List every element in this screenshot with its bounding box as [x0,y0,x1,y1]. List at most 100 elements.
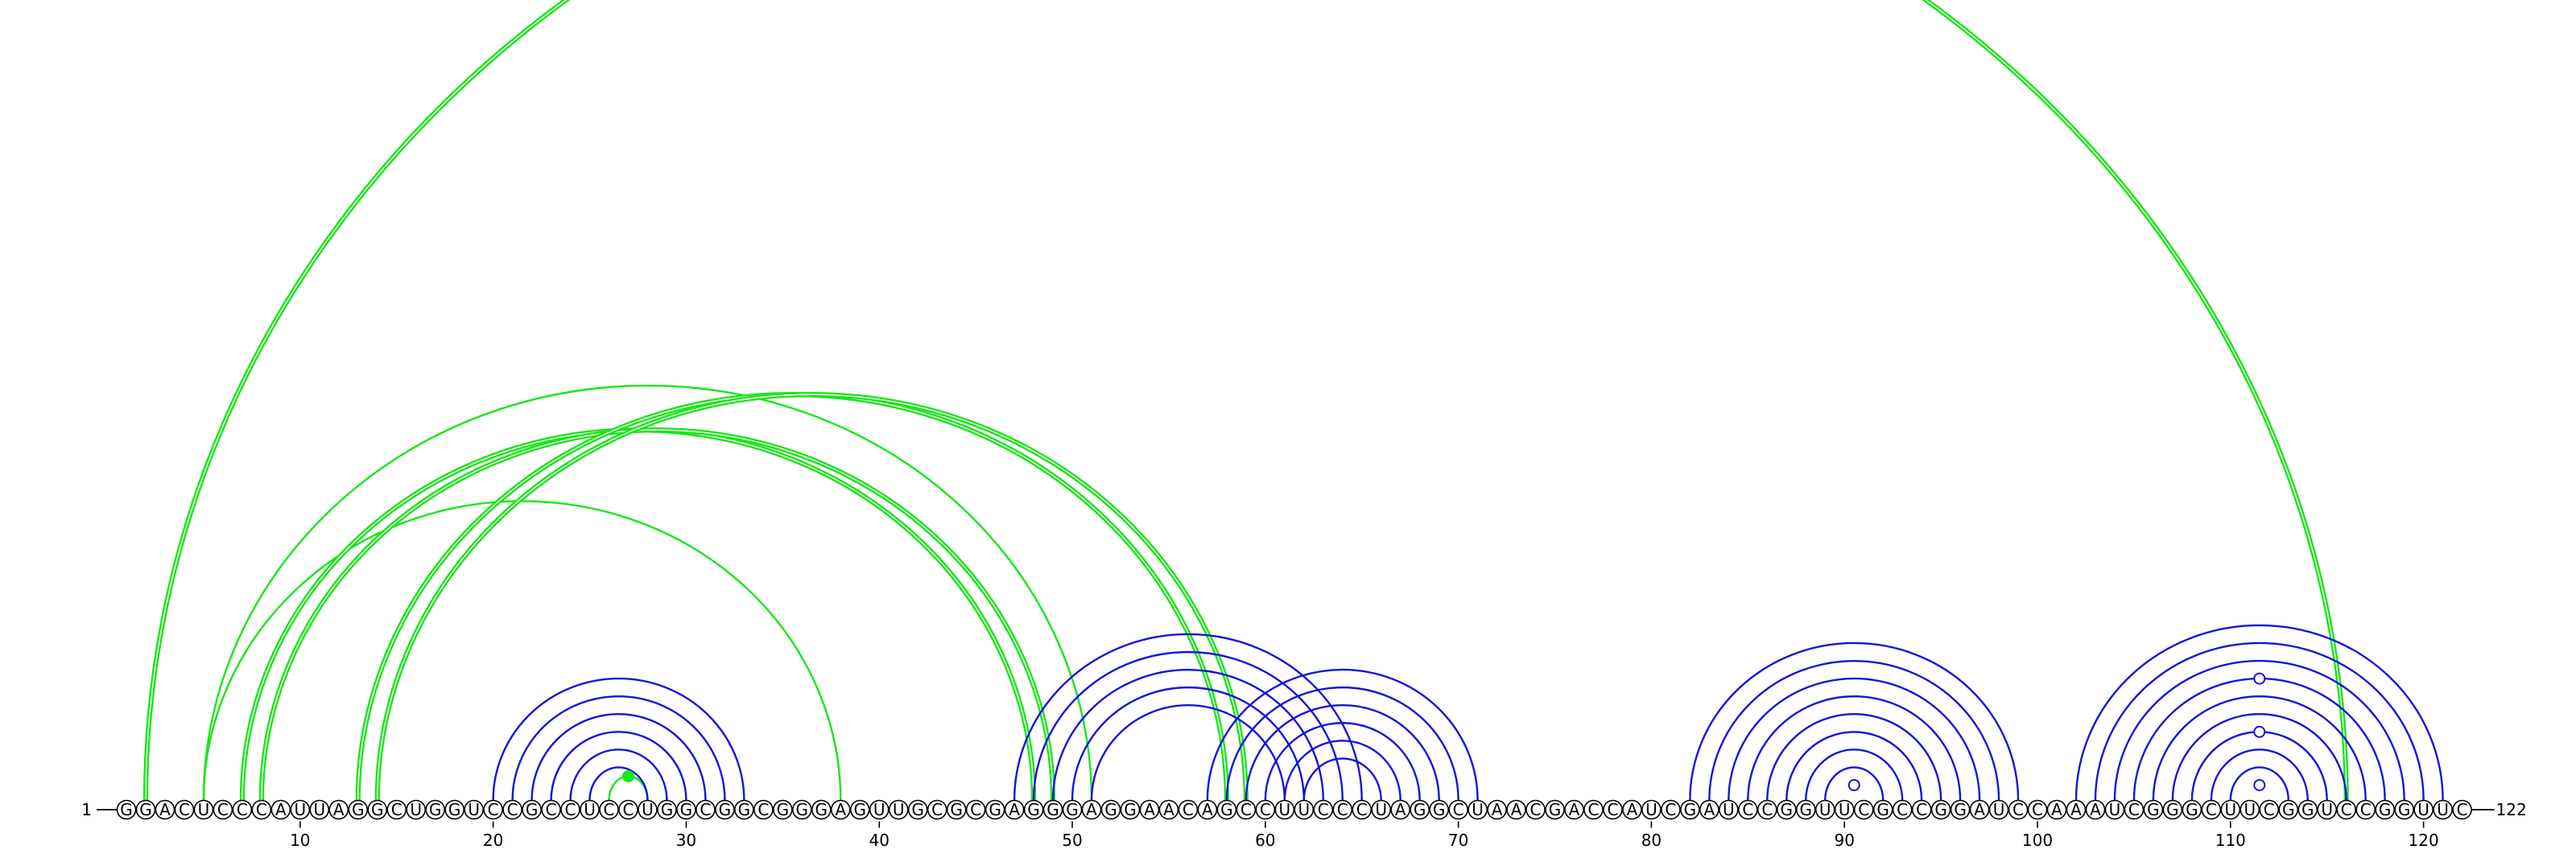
base-pair-arc [1747,695,1962,801]
nucleotide: A [2085,799,2106,820]
nucleotide-circle [2124,799,2145,820]
nucleotide-circle [135,799,156,820]
nucleotide-circle [1738,799,1758,820]
nucleotide-circle [1872,799,1893,820]
nucleotide: A [1197,799,1218,820]
nucleotide-circle [174,799,195,820]
nucleotide-letter: C [391,800,402,819]
nucleotide-circle [1988,799,2009,820]
nucleotide: G [1023,799,1044,820]
nucleotide-letter: G [448,800,461,819]
nucleotide-circle [811,799,832,820]
nucleotide: U [888,799,909,820]
nucleotide-circle [2143,799,2164,820]
nucleotide: G [1410,799,1430,820]
nucleotide-letter: C [1916,800,1927,819]
nucleotide: C [2259,799,2280,820]
nucleotide-circle [1699,799,1719,820]
nucleotide-circle [1294,799,1315,820]
nucleotide: G [985,799,1005,820]
nucleotide-circle [2394,799,2414,820]
nucleotide: A [2046,799,2067,820]
nucleotide: U [2317,799,2338,820]
nucleotide-circle [2027,799,2048,820]
nucleotide: C [251,799,272,820]
nucleotide-letter: U [584,800,596,819]
nucleotide-letter: G [661,800,674,819]
nucleotide-circle [2452,799,2472,820]
nucleotide-letter: A [1974,800,1985,819]
nucleotide-letter: A [1704,800,1715,819]
nucleotide: G [2182,799,2202,820]
nucleotide-letter: U [1723,800,1735,819]
base-pair-arc [1728,677,1981,801]
nucleotide: A [830,799,851,820]
nucleotide-circle [386,799,407,820]
nucleotide-circle [483,799,503,820]
base-pair-arc [1283,740,1402,801]
nucleotide-circle [1042,799,1063,820]
nucleotide-letter: C [1356,800,1368,819]
nucleotide-circle [946,799,967,820]
base-pair-arc [1302,757,1382,801]
nucleotide-letter: G [2186,800,2198,819]
nucleotide-circle [965,799,986,820]
nucleotide: C [1603,799,1623,820]
nucleotide: A [1081,799,1102,820]
base-pair-arc-outline [142,0,2349,801]
position-tick-label: 50 [1062,831,1082,850]
nucleotide-letter: C [758,800,769,819]
nucleotide-circle [2355,799,2376,820]
nucleotide-letter: A [159,800,171,819]
nucleotide: A [1139,799,1160,820]
nucleotide-circle [1583,799,1604,820]
nucleotide-circle [2336,799,2356,820]
nucleotide: U [1371,799,1391,820]
nucleotide-letter: C [1183,800,1194,819]
nucleotide: U [2220,799,2241,820]
position-tick-label: 100 [2022,831,2053,850]
nucleotide-letter: U [313,800,325,819]
nucleotide: U [1814,799,1835,820]
nucleotide: C [1448,799,1468,820]
nucleotide: G [135,799,156,820]
nucleotide-circle [1332,799,1353,820]
nucleotide-letter: C [1453,800,1464,819]
nucleotide: C [1892,799,1913,820]
nucleotide: G [907,799,928,820]
nucleotide: A [1699,799,1719,820]
nucleotide-letter: U [1472,800,1484,819]
nucleotide-letter: C [1260,800,1271,819]
nucleotide-letter: A [1163,800,1174,819]
nucleotide-letter: C [2032,800,2043,819]
nucleotide: G [1429,799,1449,820]
base-pair-arc-gap [145,0,2347,801]
nucleotide-circle [734,799,754,820]
nucleotide: U [464,799,484,820]
nucleotide-circle [1641,799,1662,820]
nucleotide-circle [270,799,291,820]
nucleotide-circle [618,799,638,820]
nucleotide-circle [2104,799,2125,820]
nucleotide-circle [1506,799,1526,820]
nucleotide-letter: A [2051,800,2062,819]
base-pair-arc-gap [261,429,1054,801]
nucleotide-circle [1487,799,1507,820]
position-tick-label: 90 [1834,831,1854,850]
position-tick-label: 10 [290,831,310,850]
nucleotide: A [1969,799,1990,820]
nucleotide: C [483,799,503,820]
nucleotide: C [2355,799,2376,820]
nucleotide-letter: G [2301,800,2314,819]
nucleotide: G [522,799,542,820]
nucleotide-circle [753,799,774,820]
position-tick-label: 40 [869,831,889,850]
nucleotide: G [1795,799,1816,820]
nucleotide-circle [1390,799,1410,820]
pair-marker [2253,725,2266,738]
nucleotide-circle [1410,799,1430,820]
position-tick-label: 70 [1448,831,1468,850]
nucleotide-circle [580,799,600,820]
nucleotide-circle [1274,799,1295,820]
